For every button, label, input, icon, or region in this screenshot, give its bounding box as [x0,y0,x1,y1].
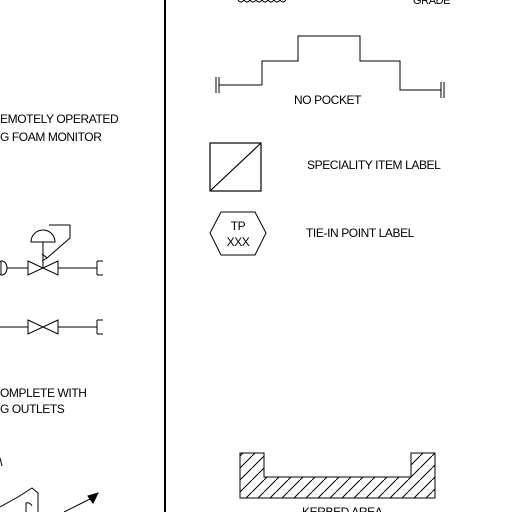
outlet-symbol [0,457,99,513]
kerbed-area-label: KERBED AREA [302,505,383,512]
kerbed-area-symbol [239,452,436,499]
tie-in-code-bottom: XXX [227,235,250,249]
gate-valve-symbol [0,319,103,335]
tie-in-point-label: TIE-IN POINT LABEL [306,226,415,240]
complete-with-outlets-line1: OMPLETE WITH [0,386,87,400]
top-cut-label: GRADE [413,0,450,7]
top-cut-symbol [237,0,287,3]
remote-monitor-label-line2: G FOAM MONITOR [0,130,102,144]
speciality-item-symbol [209,142,262,192]
complete-with-outlets-line2: G OUTLETS [0,402,65,416]
tie-in-point-symbol: TP XXX [209,211,267,256]
tie-in-code-top: TP [231,219,246,233]
no-pocket-symbol [215,35,445,98]
actuated-valve-symbol [0,224,103,276]
no-pocket-label: NO POCKET [294,93,362,107]
speciality-item-label: SPECIALITY ITEM LABEL [307,158,441,172]
remote-monitor-label-line1: EMOTELY OPERATED [0,112,119,126]
